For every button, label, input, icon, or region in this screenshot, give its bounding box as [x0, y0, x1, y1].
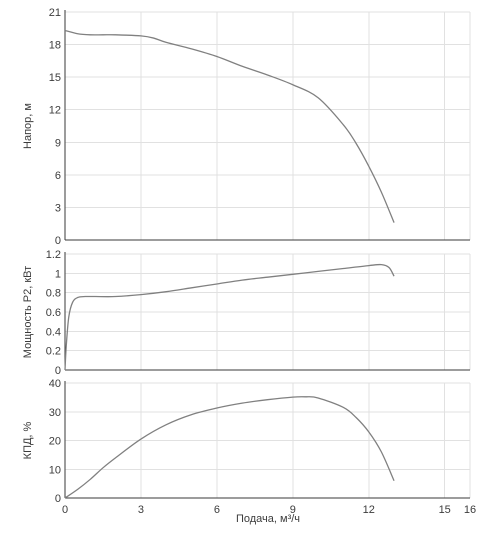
series-line-3	[64, 396, 395, 499]
y-tick-label-6: 6	[55, 170, 61, 182]
panel-3: 0 10 20 30 40 КПД, %	[22, 378, 471, 505]
y-tick-label-18: 18	[49, 40, 61, 52]
panel-2: 0 0.2 0.4 0.6 0.8 1 1.2 Мощность P2, кВт	[22, 249, 471, 377]
y-tick-label-0: 0	[55, 493, 61, 505]
y-tick-label-0-6: 0.6	[46, 307, 61, 319]
y-axis-label: Мощность P2, кВт	[22, 266, 34, 358]
y-tick-label-1: 1	[55, 268, 61, 280]
x-axis: 0 3 6 9 12 15 16	[62, 504, 476, 516]
y-tick-label-20: 20	[49, 436, 61, 448]
y-tick-label-15: 15	[49, 72, 61, 84]
y-tick-label-9: 9	[55, 137, 61, 149]
y-tick-label-0-4: 0.4	[46, 326, 61, 338]
plots-group: 0 3 6 9 12 15 18 21 Напор, м 0 0.2 0.4 0.6 0.8 1 1.2 Мощ…	[22, 7, 471, 505]
x-tick-label-16: 16	[464, 504, 476, 516]
y-axis-label: Напор, м	[22, 103, 34, 149]
x-tick-label-6: 6	[214, 504, 220, 516]
y-tick-label-21: 21	[49, 7, 61, 19]
y-axis-label: КПД, %	[22, 421, 34, 459]
y-tick-label-0-8: 0.8	[46, 288, 61, 300]
x-tick-label-12: 12	[363, 504, 375, 516]
y-tick-label-0-2: 0.2	[46, 346, 61, 358]
x-tick-label-0: 0	[62, 504, 68, 516]
x-tick-label-9: 9	[290, 504, 296, 516]
y-tick-label-12: 12	[49, 105, 61, 117]
y-tick-label-0: 0	[55, 235, 61, 247]
x-tick-label-3: 3	[138, 504, 144, 516]
y-tick-label-0: 0	[55, 365, 61, 377]
x-axis-label: Подача, м³/ч	[236, 513, 300, 525]
panel-1: 0 3 6 9 12 15 18 21 Напор, м	[22, 7, 471, 247]
series-line-2	[64, 263, 395, 371]
x-tick-label-15: 15	[439, 504, 451, 516]
y-tick-label-3: 3	[55, 202, 61, 214]
y-tick-label-40: 40	[49, 378, 61, 390]
y-tick-label-30: 30	[49, 407, 61, 419]
y-tick-label-10: 10	[49, 464, 61, 476]
y-tick-label-1-2: 1.2	[46, 249, 61, 261]
series-line-1	[64, 29, 395, 223]
